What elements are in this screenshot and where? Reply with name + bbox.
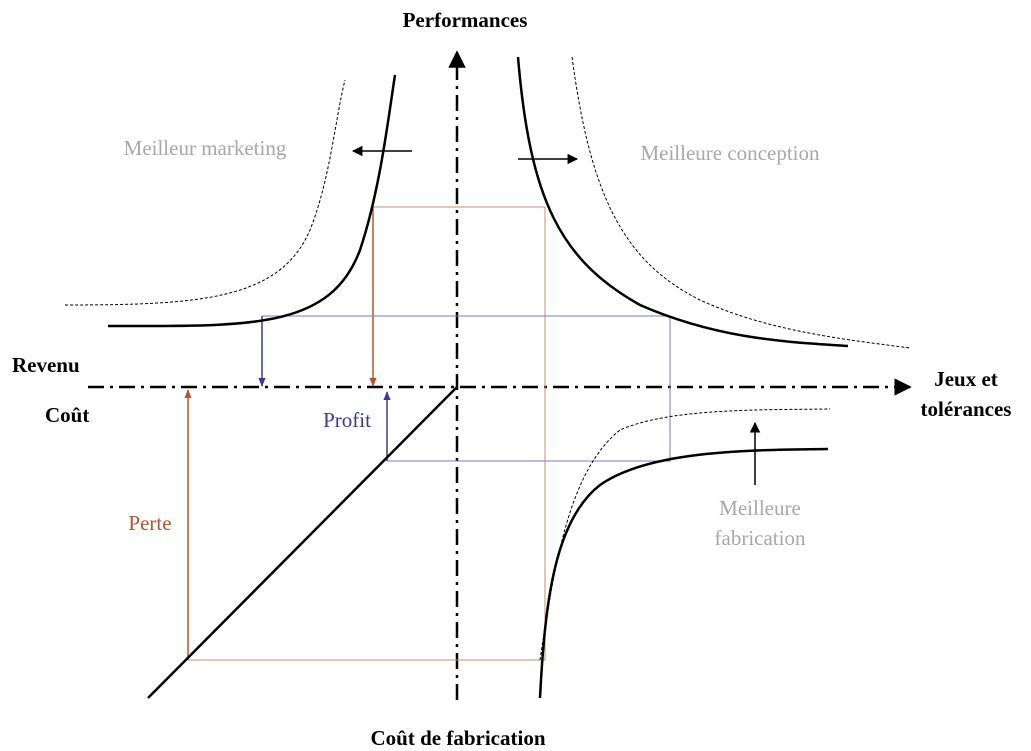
axis-label: Revenu [12,353,80,377]
improved-cost-curve [539,408,831,661]
axis-label: Jeux et [934,367,998,391]
loss-label: Perte [128,511,171,535]
performance-curve [516,56,849,348]
annotation: Meilleure [719,496,801,520]
axis-label: Coût de fabrication [371,726,546,750]
axis-label: tolérances [921,397,1012,421]
loss-rectangle [188,206,546,661]
axis-label: Coût [45,403,89,427]
cost-curve [538,447,829,699]
axis-label: Performances [403,8,528,32]
cost-line [147,386,458,699]
profit-rectangle [262,315,671,462]
profit-label: Profit [323,408,371,432]
annotation: Meilleure conception [640,141,820,165]
improved-revenue-curve [64,79,346,306]
improved-performance-curve [571,56,911,349]
annotation: fabrication [715,526,806,550]
revenue-curve [107,74,397,328]
annotation: Meilleur marketing [124,136,287,160]
